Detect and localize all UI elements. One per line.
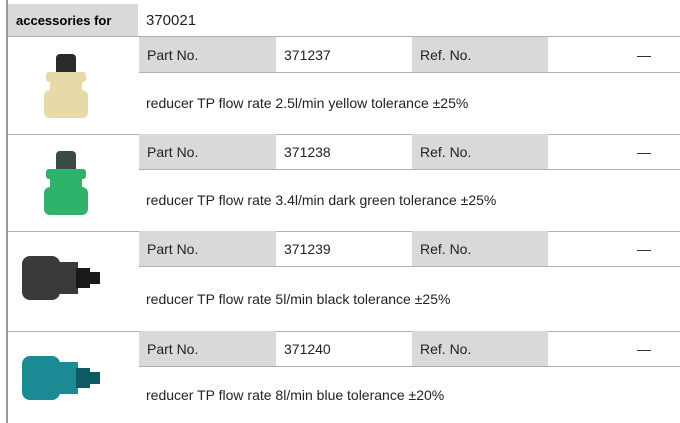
separator xyxy=(8,331,680,332)
icon xyxy=(44,151,88,215)
ref-no: — xyxy=(637,143,651,160)
separator xyxy=(139,72,680,73)
left-border xyxy=(6,0,8,423)
part-label: Part No. xyxy=(139,331,276,366)
product-image xyxy=(20,246,120,316)
product-image xyxy=(20,52,120,122)
part-label: Part No. xyxy=(139,134,276,169)
product-image xyxy=(20,149,120,219)
separator xyxy=(139,169,680,170)
header-label: accessories for xyxy=(8,4,138,36)
product-image xyxy=(20,346,120,416)
header-value: 370021 xyxy=(146,11,197,29)
separator xyxy=(139,366,680,367)
part-label: Part No. xyxy=(139,231,276,266)
part-no: 371240 xyxy=(284,340,331,357)
ref-no: — xyxy=(637,340,651,357)
ref-no: — xyxy=(637,240,651,257)
separator xyxy=(8,134,680,135)
ref-label: Ref. No. xyxy=(412,37,548,72)
ref-label: Ref. No. xyxy=(412,134,548,169)
ref-label: Ref. No. xyxy=(412,231,548,266)
part-label: Part No. xyxy=(139,37,276,72)
icon xyxy=(22,356,100,400)
part-no: 371238 xyxy=(284,143,331,160)
icon xyxy=(44,54,88,118)
icon xyxy=(22,256,100,300)
part-no: 371239 xyxy=(284,240,331,257)
ref-no: — xyxy=(637,46,651,63)
description: reducer TP flow rate 3.4l/min dark green… xyxy=(146,192,497,208)
part-no: 371237 xyxy=(284,46,331,63)
description: reducer TP flow rate 5l/min black tolera… xyxy=(146,290,451,307)
separator xyxy=(8,231,680,232)
separator xyxy=(8,36,680,37)
description: reducer TP flow rate 2.5l/min yellow tol… xyxy=(146,95,469,111)
ref-label: Ref. No. xyxy=(412,331,548,366)
description: reducer TP flow rate 8l/min blue toleran… xyxy=(146,386,445,403)
separator xyxy=(139,266,680,267)
